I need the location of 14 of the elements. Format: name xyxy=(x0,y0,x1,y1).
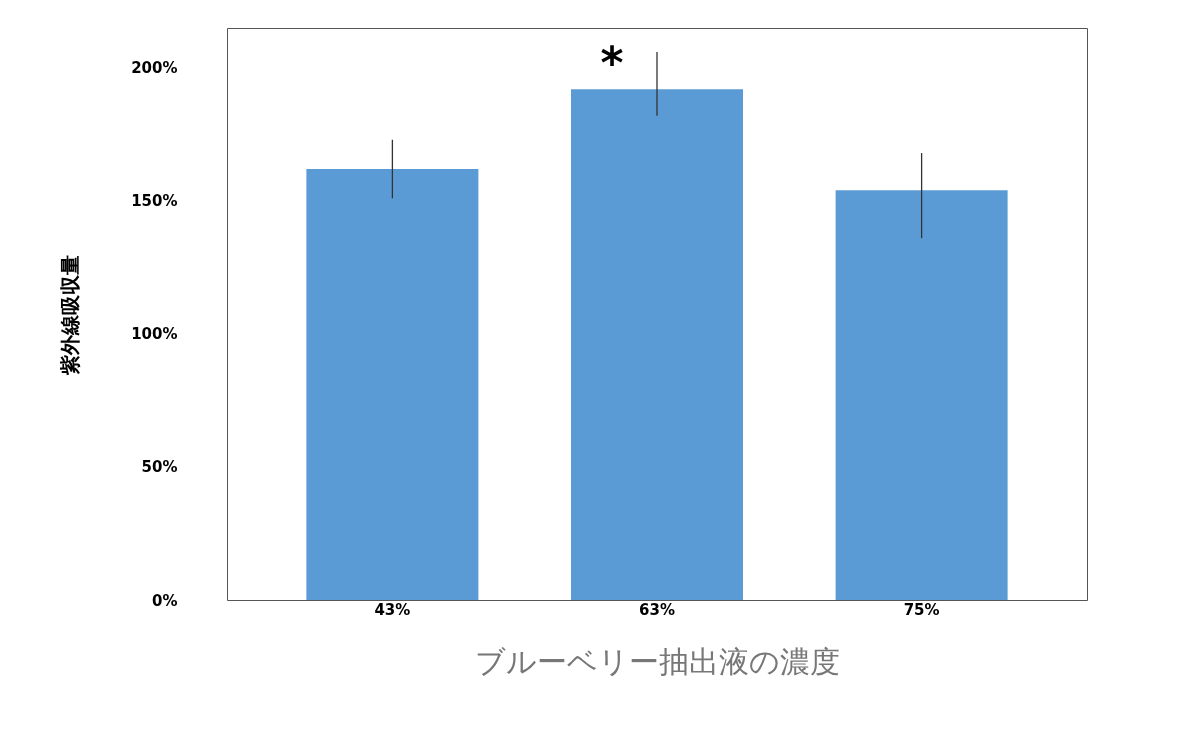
bar xyxy=(571,89,743,600)
bar xyxy=(835,190,1008,600)
y-tick-label: 200% xyxy=(131,59,178,78)
y-axis-title: 紫外線吸収量 xyxy=(58,254,83,376)
y-tick-label: 100% xyxy=(131,325,178,344)
y-tick-label: 0% xyxy=(152,591,178,610)
x-tick-label: 75% xyxy=(903,600,940,619)
y-tick-label: 150% xyxy=(131,192,178,211)
x-tick-label: 63% xyxy=(639,600,675,619)
x-axis-title: ブルーベリー抽出液の濃度 xyxy=(475,643,840,679)
y-tick-label: 50% xyxy=(141,458,178,477)
bar xyxy=(306,169,479,600)
annotation: * xyxy=(600,37,624,89)
x-tick-label: 43% xyxy=(374,600,411,619)
